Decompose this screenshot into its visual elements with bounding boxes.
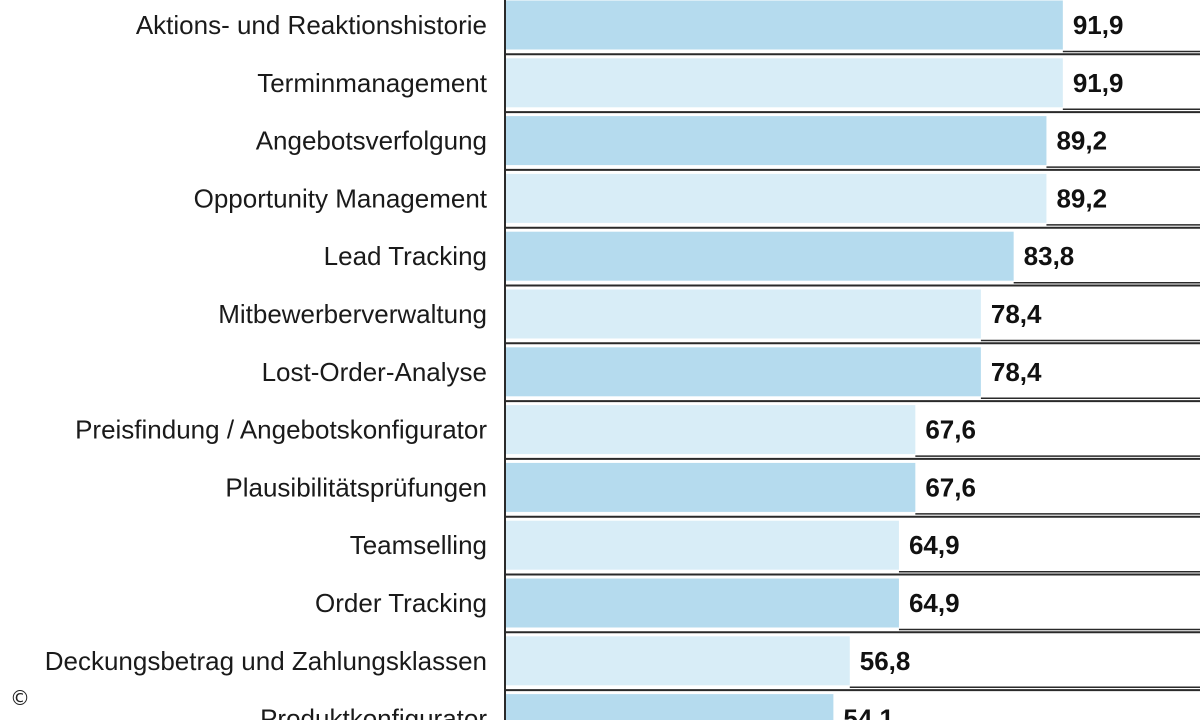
value-labels: 91,9 91,9 89,2 89,2 83,8 78,4 78,4 67,6 67,6 64,9… bbox=[843, 10, 1123, 720]
copyright-symbol: © bbox=[10, 686, 30, 710]
category-label: Deckungsbetrag und Zahlungsklassen bbox=[45, 646, 487, 676]
value-label: 56,8 bbox=[860, 646, 911, 676]
bar bbox=[505, 0, 1063, 50]
category-label: Lost-Order-Analyse bbox=[262, 357, 487, 387]
bar bbox=[505, 578, 899, 628]
category-label: Aktions- und Reaktionshistorie bbox=[136, 10, 487, 40]
category-label: Plausibilitätsprüfungen bbox=[225, 472, 487, 502]
bar bbox=[505, 405, 916, 455]
value-label: 64,9 bbox=[909, 588, 960, 618]
value-label: 54,1 bbox=[843, 704, 894, 720]
value-label: 89,2 bbox=[1056, 126, 1107, 156]
category-label: Teamselling bbox=[350, 530, 487, 560]
bar bbox=[505, 520, 899, 570]
category-label: Lead Tracking bbox=[324, 241, 487, 271]
value-label: 83,8 bbox=[1024, 241, 1075, 271]
grid-lines bbox=[505, 50, 1200, 692]
value-label: 64,9 bbox=[909, 530, 960, 560]
category-label: Opportunity Management bbox=[194, 183, 488, 213]
bar bbox=[505, 694, 834, 720]
category-label: Produktkonfigurator bbox=[260, 704, 487, 720]
bar bbox=[505, 173, 1047, 223]
bar bbox=[505, 116, 1047, 166]
category-label: Mitbewerberverwaltung bbox=[218, 299, 487, 329]
value-label: 67,6 bbox=[925, 415, 976, 445]
bar bbox=[505, 636, 850, 686]
bar bbox=[505, 462, 916, 512]
bar bbox=[505, 58, 1063, 108]
category-labels: Aktions- und Reaktionshistorie Terminmana… bbox=[45, 10, 488, 720]
value-label: 91,9 bbox=[1073, 10, 1124, 40]
bars bbox=[505, 0, 1063, 720]
category-label: Terminmanagement bbox=[257, 68, 488, 98]
category-label: Angebotsverfolgung bbox=[256, 126, 487, 156]
value-label: 67,6 bbox=[925, 472, 976, 502]
category-label: Preisfindung / Angebotskonfigurator bbox=[75, 415, 487, 445]
value-label: 91,9 bbox=[1073, 68, 1124, 98]
bar bbox=[505, 231, 1014, 281]
category-label: Order Tracking bbox=[315, 588, 487, 618]
bar bbox=[505, 347, 981, 397]
bar bbox=[505, 289, 981, 339]
value-label: 78,4 bbox=[991, 299, 1042, 329]
value-label: 78,4 bbox=[991, 357, 1042, 387]
value-label: 89,2 bbox=[1056, 183, 1107, 213]
